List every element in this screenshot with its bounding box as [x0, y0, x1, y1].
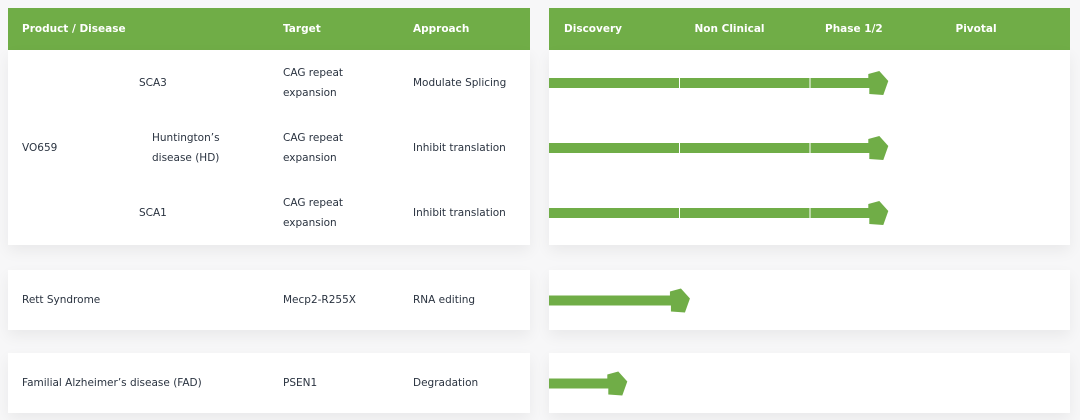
left-panel: [8, 353, 530, 413]
approach: RNA editing: [413, 294, 476, 306]
product: VO659: [22, 141, 58, 154]
progress-bar: [549, 136, 889, 160]
disease: Huntington’s disease (HD): [152, 131, 220, 164]
stage-header: Discovery: [564, 23, 622, 35]
target: PSEN1: [283, 377, 318, 389]
left-header: [8, 8, 530, 50]
approach: Inhibit translation: [413, 206, 506, 219]
right-header: [549, 8, 1070, 50]
stage-header: Pivotal: [955, 23, 997, 35]
left-panel: [8, 50, 530, 245]
product: Rett Syndrome: [22, 294, 101, 306]
target: CAG repeat expansion: [283, 196, 344, 229]
approach: Inhibit translation: [413, 141, 506, 154]
progress-bar: [549, 288, 690, 313]
progress-bar: [549, 371, 628, 396]
target: CAG repeat expansion: [283, 66, 344, 99]
disease: SCA3: [139, 76, 167, 89]
right-panel: [549, 353, 1070, 413]
column-header: Target: [283, 23, 321, 35]
left-panel: [8, 270, 530, 330]
column-header: Product / Disease: [22, 23, 126, 35]
progress-bar: [549, 201, 889, 225]
product: Familial Alzheimer’s disease (FAD): [22, 377, 202, 389]
disease: SCA1: [139, 206, 167, 219]
stage-header: Phase 1/2: [825, 23, 883, 35]
approach: Degradation: [413, 377, 479, 389]
stage-header: Non Clinical: [694, 23, 765, 35]
approach: Modulate Splicing: [413, 76, 507, 89]
target: Mecp2-R255X: [283, 294, 356, 306]
column-header: Approach: [413, 23, 470, 35]
progress-bar: [549, 71, 889, 95]
target: CAG repeat expansion: [283, 131, 344, 164]
